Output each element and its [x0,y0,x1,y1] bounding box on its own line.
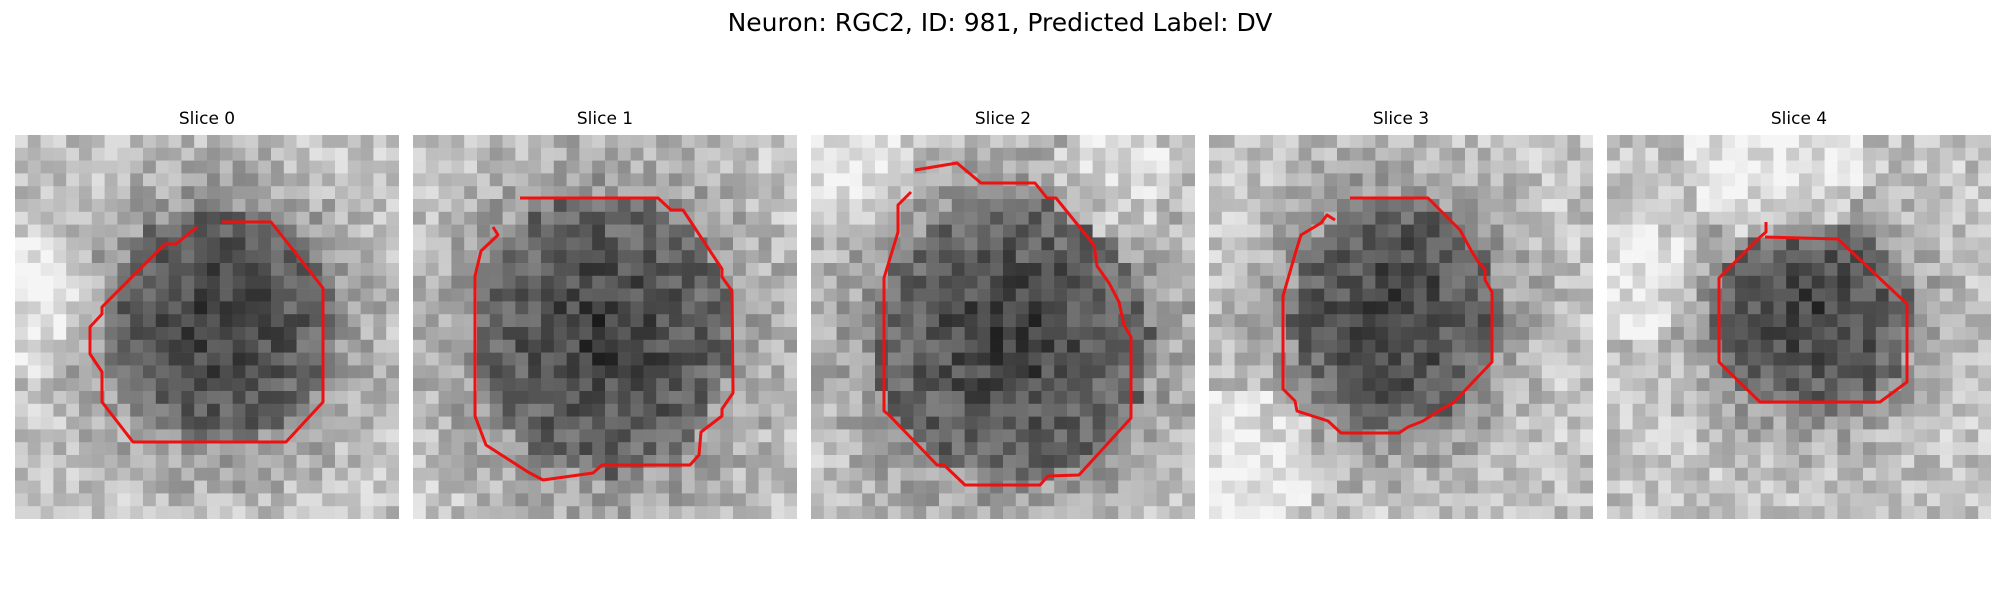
segmentation-contour [1717,222,1909,404]
slice-panel-3: Slice 3 [1209,108,1593,519]
slice-image-0 [15,135,399,519]
slice-panel-0: Slice 0 [15,108,399,519]
slice-panel-1: Slice 1 [413,108,797,519]
segmentation-contour [882,161,1133,487]
slice-image-4 [1607,135,1991,519]
slice-title-2: Slice 2 [974,109,1032,129]
slice-image-3 [1209,135,1593,519]
figure-title: Neuron: RGC2, ID: 981, Predicted Label: … [727,8,1273,37]
segmentation-contour [1281,196,1494,435]
segmentation-contour [473,196,735,482]
slice-panel-2: Slice 2 [811,108,1195,519]
slice-title-4: Slice 4 [1770,109,1828,129]
grayscale-pixels [15,135,399,519]
grayscale-pixels [1209,135,1593,519]
slice-title-0: Slice 0 [178,109,236,129]
slice-title-3: Slice 3 [1372,109,1430,129]
slice-image-2 [811,135,1195,519]
grayscale-pixels [1607,135,1991,519]
grayscale-pixels [413,135,797,519]
segmentation-contour [88,220,325,444]
slice-title-1: Slice 1 [576,109,634,129]
slice-panel-4: Slice 4 [1607,108,1991,519]
grayscale-pixels [811,135,1195,519]
slice-image-1 [413,135,797,519]
